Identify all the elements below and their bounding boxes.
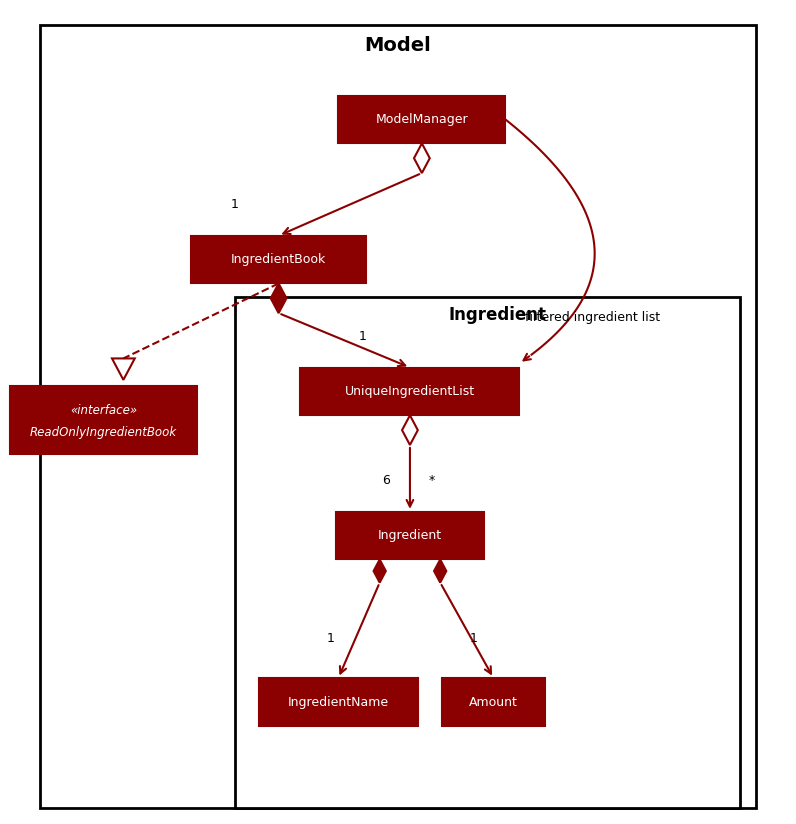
Bar bbox=[10, 386, 197, 454]
Bar bbox=[235, 297, 740, 808]
Text: 1: 1 bbox=[470, 632, 478, 645]
Bar bbox=[259, 678, 418, 726]
Text: IngredientName: IngredientName bbox=[287, 695, 389, 709]
Text: 1: 1 bbox=[231, 198, 239, 211]
Polygon shape bbox=[271, 283, 287, 313]
Text: UniqueIngredientList: UniqueIngredientList bbox=[345, 385, 475, 398]
Text: «interface»: «interface» bbox=[70, 404, 137, 417]
Text: 1: 1 bbox=[326, 632, 334, 645]
Text: Model: Model bbox=[365, 35, 431, 55]
Bar bbox=[442, 678, 545, 726]
Text: filtered ingredient list: filtered ingredient list bbox=[525, 311, 661, 324]
Text: 6: 6 bbox=[382, 474, 390, 487]
Polygon shape bbox=[434, 559, 447, 583]
Text: Ingredient: Ingredient bbox=[378, 529, 442, 542]
Bar bbox=[301, 368, 520, 415]
Bar bbox=[338, 96, 505, 143]
Text: Ingredient: Ingredient bbox=[449, 306, 547, 324]
Text: ReadOnlyIngredientBook: ReadOnlyIngredientBook bbox=[30, 426, 177, 439]
Text: ModelManager: ModelManager bbox=[376, 113, 468, 126]
Polygon shape bbox=[373, 559, 386, 583]
Bar bbox=[191, 236, 366, 283]
Text: 1: 1 bbox=[358, 330, 366, 343]
Bar bbox=[336, 512, 483, 559]
Text: Amount: Amount bbox=[469, 695, 518, 709]
Text: IngredientBook: IngredientBook bbox=[231, 253, 326, 266]
Text: *: * bbox=[429, 474, 435, 487]
